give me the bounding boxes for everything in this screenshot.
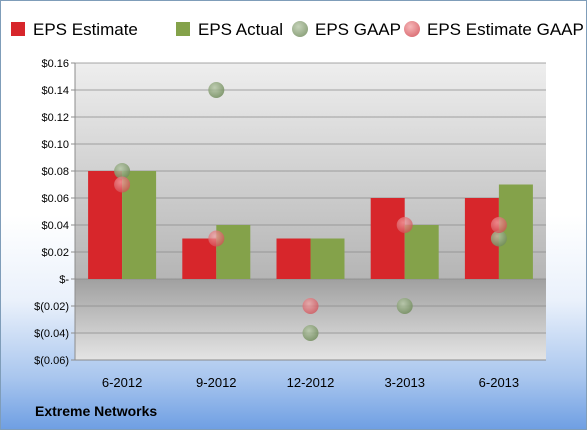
bar-eps-estimate bbox=[276, 238, 311, 279]
bar-eps-actual bbox=[310, 238, 345, 279]
y-tick-label: $0.12 bbox=[41, 112, 69, 124]
y-tick-label: $0.08 bbox=[41, 166, 69, 178]
point-eps-gaap bbox=[396, 298, 413, 314]
legend: EPS Estimate EPS Actual EPS GAAP EPS Estima… bbox=[11, 20, 584, 39]
y-tick-label: $0.10 bbox=[41, 139, 69, 151]
y-tick-label: $0.04 bbox=[41, 220, 69, 232]
point-eps-estimate-gaap bbox=[490, 217, 507, 233]
legend-marker-eps-estimate-gaap bbox=[404, 21, 420, 37]
x-tick-label: 12-2012 bbox=[287, 375, 335, 390]
point-eps-gaap bbox=[302, 325, 319, 341]
plot-negative-region bbox=[75, 279, 546, 360]
y-tick-label: $(0.04) bbox=[34, 328, 69, 340]
y-tick-label: $0.14 bbox=[41, 85, 69, 97]
legend-label-eps-estimate: EPS Estimate bbox=[33, 20, 138, 39]
y-tick-label: $0.06 bbox=[41, 193, 69, 205]
x-tick-label: 6-2013 bbox=[479, 375, 519, 390]
bars bbox=[88, 171, 533, 279]
y-tick-label: $0.16 bbox=[41, 58, 69, 70]
legend-swatch-eps-actual bbox=[176, 22, 190, 36]
point-eps-estimate-gaap bbox=[114, 176, 131, 193]
x-tick-label: 3-2013 bbox=[384, 375, 424, 390]
bar-eps-actual bbox=[404, 225, 439, 279]
x-tick-label: 6-2012 bbox=[102, 375, 142, 390]
bar-eps-actual bbox=[498, 184, 533, 279]
x-axis: 6-2012 9-2012 12-2012 3-2013 6-2013 bbox=[102, 375, 519, 390]
y-tick-label: $(0.02) bbox=[34, 301, 69, 313]
legend-label-eps-gaap: EPS GAAP bbox=[315, 20, 401, 39]
y-axis: $(0.06) $(0.04) $(0.02) $- $0.02 $0.04 $0.06 $0… bbox=[34, 58, 75, 367]
legend-label-eps-actual: EPS Actual bbox=[198, 20, 283, 39]
y-tick-label: $0.02 bbox=[41, 247, 69, 259]
company-label: Extreme Networks bbox=[35, 403, 158, 419]
bar-eps-estimate bbox=[370, 198, 405, 279]
point-eps-estimate-gaap bbox=[208, 230, 225, 247]
x-tick-label: 9-2012 bbox=[196, 375, 236, 390]
y-tick-label: $- bbox=[59, 274, 69, 286]
point-eps-gaap bbox=[490, 230, 507, 247]
point-eps-estimate-gaap bbox=[302, 298, 319, 314]
points bbox=[114, 82, 507, 341]
point-eps-gaap bbox=[208, 82, 225, 98]
point-eps-estimate-gaap bbox=[396, 217, 413, 233]
bar-eps-estimate bbox=[182, 238, 217, 279]
legend-label-eps-estimate-gaap: EPS Estimate GAAP bbox=[427, 20, 584, 39]
point-eps-gaap bbox=[114, 163, 131, 179]
legend-marker-eps-gaap bbox=[292, 21, 308, 37]
legend-swatch-eps-estimate bbox=[11, 22, 25, 36]
y-tick-label: $(0.06) bbox=[34, 355, 69, 367]
